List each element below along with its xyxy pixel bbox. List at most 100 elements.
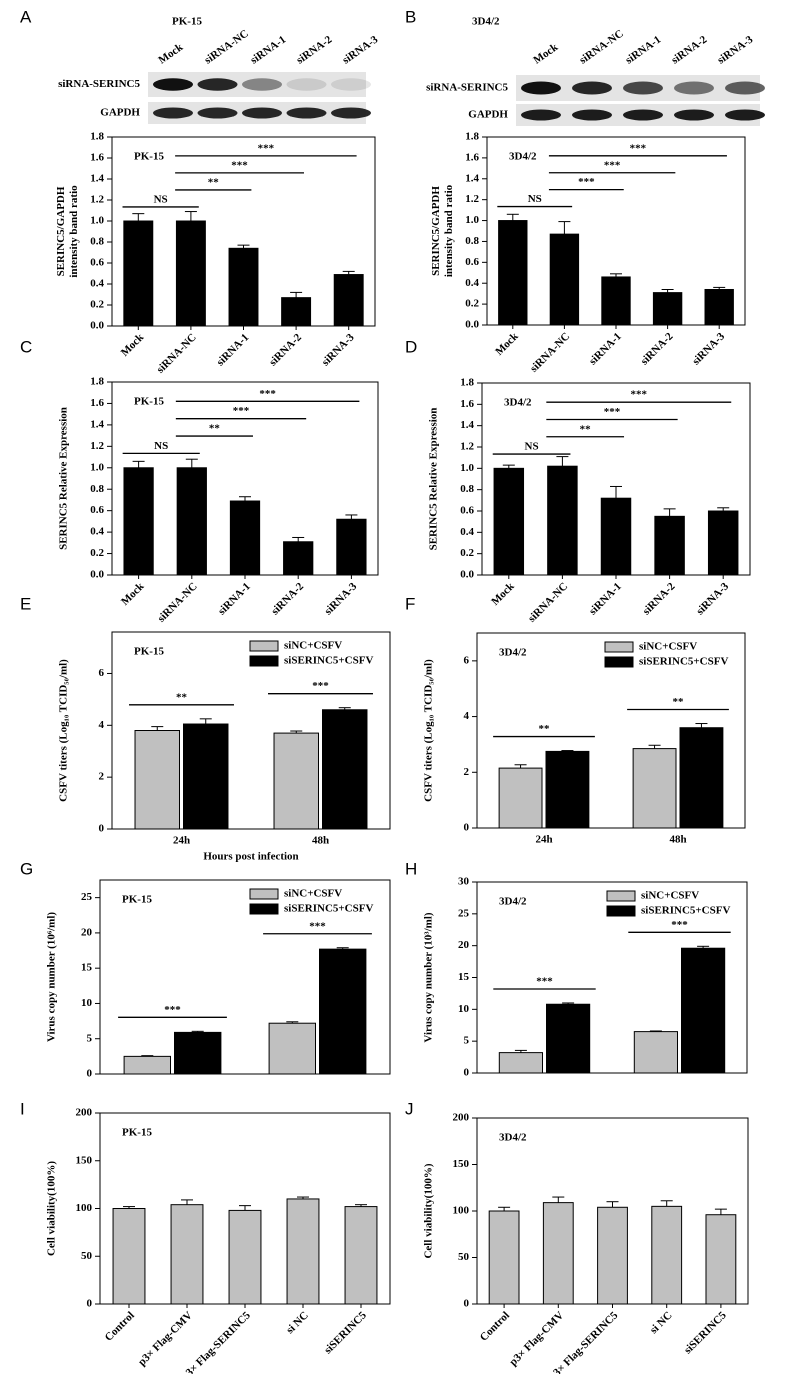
significance-label: NS xyxy=(154,193,168,205)
chart-title: 3D4/2 xyxy=(504,397,532,409)
y-tick-label: 1.0 xyxy=(90,215,104,227)
plot-frame xyxy=(111,136,376,327)
x-tick-label: si NC xyxy=(648,1309,675,1336)
bar xyxy=(488,1210,520,1305)
x-tick-label: Mock xyxy=(119,580,147,608)
significance-label: *** xyxy=(309,920,326,932)
bar xyxy=(493,467,525,576)
x-tick-label: siRNA-1 xyxy=(587,580,624,617)
y-axis-label: Cell viability(100%) xyxy=(46,1161,58,1256)
y-axis-label: SERINC5/GAPDH xyxy=(430,186,442,276)
y-tick-label: 0 xyxy=(99,823,105,835)
band xyxy=(725,109,765,121)
bar xyxy=(123,467,154,576)
x-tick-label: siRNA-1 xyxy=(216,580,253,617)
panel-letter: B xyxy=(405,7,416,26)
lane-label: Mock xyxy=(531,41,561,67)
y-tick-label: 0.6 xyxy=(460,505,474,517)
y-tick-label: 0 xyxy=(464,822,470,834)
legend-swatch xyxy=(604,656,634,668)
bar xyxy=(336,518,367,576)
bar xyxy=(600,497,632,576)
y-tick-label: 1.2 xyxy=(90,194,104,206)
y-tick-label: 15 xyxy=(81,962,93,974)
y-tick-label: 1.4 xyxy=(460,419,474,431)
chart-title: 3D4/2 xyxy=(499,896,527,908)
legend-label: siSERINC5+CSFV xyxy=(284,655,373,667)
bar xyxy=(654,515,685,576)
bar xyxy=(170,1204,204,1305)
y-tick-label: 20 xyxy=(458,939,470,951)
panel-letter: H xyxy=(405,859,417,878)
y-tick-label: 0.4 xyxy=(460,526,474,538)
y-tick-label: 1.0 xyxy=(465,214,479,226)
band xyxy=(331,107,371,119)
legend-swatch xyxy=(604,641,634,653)
y-axis-label: Cell viability(100%) xyxy=(423,1163,435,1258)
y-tick-label: 0.0 xyxy=(90,569,104,581)
legend-label: siNC+CSFV xyxy=(284,640,342,652)
y-tick-label: 0.2 xyxy=(460,547,474,559)
blot-title: 3D4/2 xyxy=(472,16,500,28)
y-tick-label: 200 xyxy=(76,1107,93,1119)
y-tick-label: 0 xyxy=(87,1298,93,1310)
y-tick-label: 1.6 xyxy=(90,152,104,164)
band xyxy=(286,107,327,119)
lane-label: siRNA-NC xyxy=(577,28,625,67)
lane-label: Mock xyxy=(156,41,186,67)
plot-frame xyxy=(476,1117,749,1305)
significance-label: ** xyxy=(176,691,188,703)
band xyxy=(331,78,371,91)
row-label: siRNA-SERINC5 xyxy=(58,78,140,90)
y-axis-label: SERINC5/GAPDH xyxy=(55,186,67,276)
legend-swatch xyxy=(606,890,636,902)
y-axis-label: CSFV titers (Log₁₀ TCID₅₀/ml) xyxy=(423,659,435,802)
y-tick-label: 0.4 xyxy=(90,526,104,538)
x-tick-label: siRNA-3 xyxy=(694,580,731,617)
bar xyxy=(546,1003,591,1074)
band xyxy=(623,81,663,95)
x-tick-label: siRNA-1 xyxy=(214,331,251,368)
chart-title: 3D4/2 xyxy=(499,1132,527,1144)
y-tick-label: 0.6 xyxy=(465,256,479,268)
lane-label: siRNA-1 xyxy=(623,34,663,67)
bar xyxy=(273,732,319,830)
y-tick-label: 0.8 xyxy=(460,483,474,495)
band xyxy=(197,107,238,119)
y-tick-label: 1.8 xyxy=(460,377,474,389)
y-tick-label: 50 xyxy=(81,1250,93,1262)
x-tick-label: siRNA-2 xyxy=(269,580,306,617)
x-tick-label: Control xyxy=(103,1309,137,1343)
x-tick-label: siRNA-2 xyxy=(638,330,675,367)
y-tick-label: 0.4 xyxy=(465,277,479,289)
y-tick-label: 1.2 xyxy=(460,441,474,453)
y-tick-label: 5 xyxy=(87,1032,93,1044)
plot-frame xyxy=(111,631,391,830)
y-tick-label: 1.6 xyxy=(460,398,474,410)
y-axis-label: Virus copy number (10³/ml) xyxy=(423,912,435,1042)
significance-label: *** xyxy=(536,975,553,987)
y-tick-label: 0.6 xyxy=(90,504,104,516)
y-tick-label: 30 xyxy=(458,876,470,888)
y-tick-label: 1.6 xyxy=(465,151,479,163)
band xyxy=(286,78,327,91)
y-tick-label: 0 xyxy=(464,1298,470,1310)
plot-frame xyxy=(111,381,379,576)
chart-title: 3D4/2 xyxy=(509,151,537,163)
x-tick-label: siRNA-NC xyxy=(526,580,570,624)
legend-swatch xyxy=(249,888,279,900)
band xyxy=(521,109,561,121)
y-tick-label: 1.2 xyxy=(465,193,479,205)
bar xyxy=(707,510,739,576)
y-tick-label: 0.8 xyxy=(90,236,104,248)
legend-swatch xyxy=(249,655,279,667)
bar xyxy=(545,750,590,829)
row-label: GAPDH xyxy=(100,107,140,119)
y-tick-label: 15 xyxy=(458,971,470,983)
y-tick-label: 1.0 xyxy=(90,461,104,473)
y-tick-label: 0.0 xyxy=(460,569,474,581)
y-axis-label: Virus copy number (10⁶/ml) xyxy=(46,912,58,1042)
bar xyxy=(597,1206,628,1305)
chart-title: PK-15 xyxy=(134,151,164,163)
band xyxy=(674,81,714,95)
